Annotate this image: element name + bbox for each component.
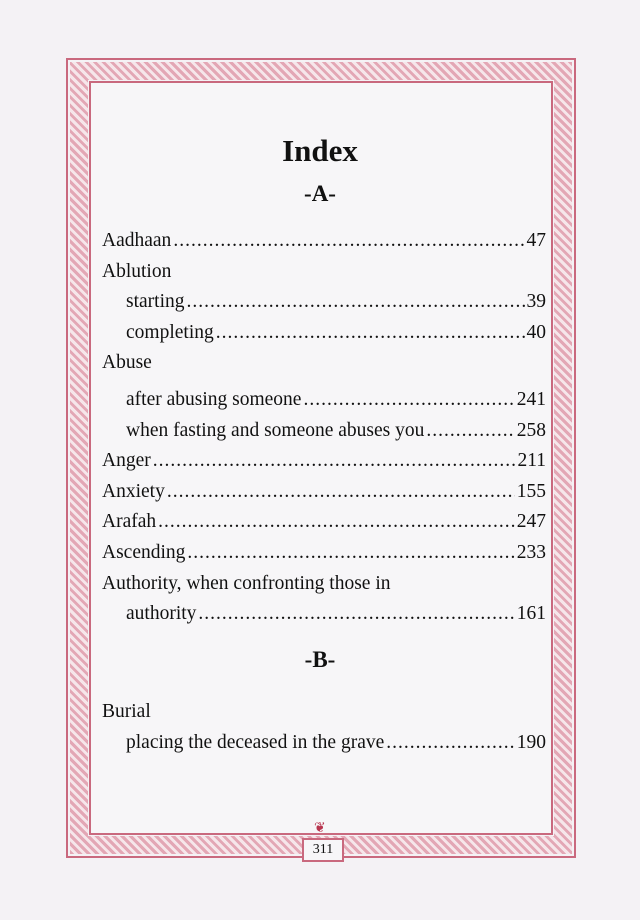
entry-page: 190 <box>516 731 546 753</box>
index-subentry: when fasting and someone abuses you 258 <box>126 419 546 443</box>
entry-page: 233 <box>516 542 546 563</box>
entry-page: 155 <box>516 480 546 502</box>
entry-term: completing <box>126 321 214 343</box>
entry-page: 40 <box>526 321 547 343</box>
dot-leader <box>187 541 514 565</box>
index-subentry: starting 39 <box>126 290 546 314</box>
entry-page: 39 <box>526 291 547 313</box>
index-entry: Ascending 233 <box>102 541 546 565</box>
index-entry: Arafah 247 <box>102 510 546 534</box>
index-entry: Burial <box>102 700 546 724</box>
dot-leader <box>426 419 514 443</box>
index-subentry: after abusing someone 241 <box>126 388 546 412</box>
entry-term: Authority, when confronting those in <box>102 572 391 594</box>
index-subentry: placing the deceased in the grave 190 <box>126 731 546 755</box>
section-letter: -B- <box>304 647 336 672</box>
entry-page: 258 <box>516 419 546 441</box>
entry-term: Ablution <box>102 260 172 282</box>
entry-term: Burial <box>102 701 151 722</box>
entry-term: Ascending <box>102 542 186 563</box>
fleuron-ornament-icon: ❦ <box>314 821 326 836</box>
index-entry: Anxiety 155 <box>102 480 546 504</box>
dot-leader <box>216 321 525 345</box>
index-entry: Authority, when confronting those in <box>102 572 546 596</box>
index-subentry: authority 161 <box>126 602 546 626</box>
entry-term: when fasting and someone abuses you <box>126 419 425 441</box>
section-letter: -A- <box>304 181 336 206</box>
entry-term: Anger <box>102 450 151 472</box>
entry-page: 161 <box>516 603 546 625</box>
entry-term: after abusing someone <box>126 389 302 410</box>
entry-term: Abuse <box>102 352 152 374</box>
dot-leader <box>187 290 525 314</box>
dot-leader <box>198 602 514 626</box>
entry-term: authority <box>126 603 197 625</box>
page-number: 311 <box>302 838 344 862</box>
entry-term: Arafah <box>102 511 157 533</box>
index-entry: Anger 211 <box>102 449 546 473</box>
index-entry: Aadhaan 47 <box>102 229 546 253</box>
dot-leader <box>167 480 515 504</box>
entry-term: Aadhaan <box>102 230 172 251</box>
index-entry: Abuse <box>102 351 546 375</box>
entry-term: starting <box>126 291 185 313</box>
page-title: Index <box>282 133 358 168</box>
entry-term: placing the deceased in the grave <box>126 731 385 753</box>
entry-page: 47 <box>526 230 547 251</box>
dot-leader <box>303 388 514 412</box>
dot-leader <box>173 229 524 253</box>
entry-term: Anxiety <box>102 480 165 502</box>
entry-page: 241 <box>516 389 546 410</box>
dot-leader <box>386 731 514 755</box>
index-entry: Ablution <box>102 260 546 284</box>
entry-page: 247 <box>516 511 546 533</box>
dot-leader <box>158 510 515 534</box>
entry-page: 211 <box>517 450 546 472</box>
dot-leader <box>153 449 516 473</box>
index-subentry: completing 40 <box>126 321 546 345</box>
